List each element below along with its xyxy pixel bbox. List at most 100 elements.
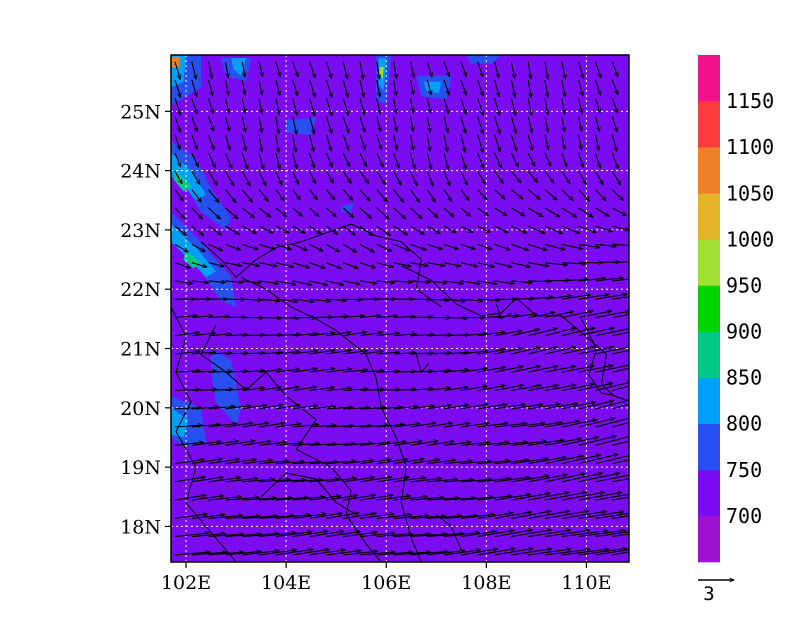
wind-vector <box>460 423 489 428</box>
wind-vector <box>376 207 389 219</box>
wind-vector <box>427 423 452 428</box>
wind-vector <box>191 477 223 483</box>
wind-vector <box>494 477 530 483</box>
wind-vector <box>444 533 479 538</box>
wind-vector <box>443 134 447 152</box>
wind-vector <box>359 262 376 268</box>
wind-vector <box>208 552 244 556</box>
wind-vector <box>444 461 472 465</box>
wind-vector <box>174 171 182 183</box>
wind-vector <box>443 98 449 113</box>
wind-vector <box>174 79 181 97</box>
wind-vector <box>258 98 262 113</box>
wind-vector <box>359 243 374 253</box>
wind-vector <box>477 116 484 135</box>
wind-vector <box>258 243 275 249</box>
wind-vector <box>208 353 232 354</box>
colorbar-swatch <box>698 423 720 471</box>
wind-vector <box>544 492 587 501</box>
wind-vector <box>292 116 297 135</box>
wind-vector <box>208 243 223 252</box>
wind-vector <box>612 440 629 446</box>
wind-vector <box>359 477 392 483</box>
wind-vector <box>561 366 595 373</box>
wind-vector <box>376 534 413 538</box>
wind-vector <box>510 170 521 183</box>
wind-vector <box>292 280 312 285</box>
wind-vector <box>494 262 513 267</box>
wind-vector <box>191 207 203 219</box>
wind-vector <box>174 332 200 337</box>
wind-vector <box>376 281 395 283</box>
wind-vector <box>410 441 438 446</box>
coastline <box>240 276 422 562</box>
wind-vector <box>275 134 279 153</box>
wind-vector <box>376 371 400 372</box>
wind-vector <box>259 515 294 519</box>
wind-vector <box>410 478 442 483</box>
wind-vector <box>393 116 397 132</box>
wind-vector <box>275 352 300 355</box>
wind-vector <box>225 262 243 266</box>
wind-vector <box>275 79 280 95</box>
wind-vector <box>275 405 300 410</box>
wind-vector <box>174 134 180 150</box>
wind-vector <box>612 421 629 428</box>
y-tick-label: 20N <box>120 398 161 420</box>
wind-vector <box>444 515 477 519</box>
wind-vector <box>292 480 323 483</box>
wind-vector <box>258 207 271 217</box>
wind-vector <box>410 406 435 410</box>
wind-vector <box>612 296 629 300</box>
wind-vector <box>275 189 284 201</box>
wind-vector <box>410 207 423 219</box>
y-tick-label: 25N <box>120 101 161 123</box>
wind-vector <box>594 152 601 168</box>
wind-vector <box>275 262 294 267</box>
wind-vector <box>595 225 613 231</box>
wind-vector <box>174 425 203 427</box>
wind-vector <box>578 328 615 337</box>
wind-vector <box>611 61 618 77</box>
wind-vector <box>561 243 583 248</box>
wind-vector <box>292 79 298 96</box>
wind-vector <box>393 243 410 250</box>
wind-vector <box>275 243 292 249</box>
wind-vector <box>259 280 279 284</box>
wind-vector <box>309 134 314 152</box>
x-tick-label: 110E <box>561 572 611 594</box>
wind-vector <box>326 299 346 301</box>
wind-vector <box>561 402 596 410</box>
wind-vector <box>544 296 572 300</box>
wind-vector <box>528 262 549 267</box>
wind-vector <box>544 225 563 235</box>
wind-vector <box>292 443 320 445</box>
wind-vector <box>376 496 411 501</box>
wind-vector <box>342 243 357 252</box>
wind-vector <box>494 494 531 501</box>
wind-vector <box>528 511 570 519</box>
wind-vector <box>326 262 341 269</box>
wind-vector <box>292 152 297 169</box>
wind-vector <box>578 383 613 392</box>
wind-vector <box>511 366 540 373</box>
wind-vector <box>595 346 629 355</box>
wind-vector <box>443 262 461 267</box>
wind-vector <box>578 207 593 217</box>
wind-vector <box>494 442 528 446</box>
wind-vector <box>224 134 231 151</box>
wind-vector <box>191 352 216 354</box>
wind-vector <box>460 225 473 233</box>
wind-vector <box>309 369 335 373</box>
wind-vector <box>241 79 245 95</box>
y-tick-label: 19N <box>120 457 161 479</box>
wind-vector <box>259 335 283 336</box>
wind-vector <box>259 352 282 354</box>
colorbar-swatch <box>698 469 720 517</box>
wind-vector <box>460 152 466 169</box>
wind-vector <box>326 388 351 392</box>
wind-vector <box>544 530 590 538</box>
wind-vector <box>460 531 497 538</box>
wind-vector <box>595 189 607 201</box>
wind-vector <box>426 171 433 186</box>
